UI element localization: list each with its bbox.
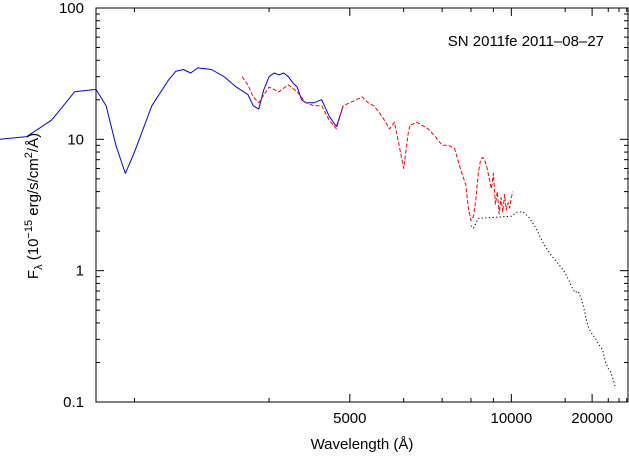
y-axis-title-exp2: 2 xyxy=(23,152,35,158)
minor-ticks xyxy=(96,8,628,402)
y-tick-label: 10 xyxy=(67,131,84,148)
x-tick-label: 10000 xyxy=(490,410,532,427)
series-line-2 xyxy=(470,211,616,388)
y-axis-title-suffix: /Å) xyxy=(25,133,42,152)
chart-annotation: SN 2011fe 2011–08–27 xyxy=(448,33,604,50)
y-axis-title-middle: erg/s/cm xyxy=(25,158,42,220)
x-axis-title: Wavelength (Å) xyxy=(311,436,414,453)
x-tick-label: 20000 xyxy=(571,410,613,427)
y-axis-title-exp: −15 xyxy=(23,220,35,239)
series-layer xyxy=(0,67,616,388)
y-axis-title: Fλ (10−15 erg/s/cm2/Å) xyxy=(23,133,45,279)
tick-labels: 5000 10000 20000 0.1 1 10 100 xyxy=(59,0,613,427)
y-axis-title-base: F xyxy=(25,270,42,279)
major-ticks xyxy=(96,7,628,403)
y-axis-title-prefix: (10 xyxy=(25,239,42,265)
y-axis-title-sub: λ xyxy=(33,264,45,270)
y-tick-label: 100 xyxy=(59,0,84,17)
series-line-0 xyxy=(0,67,344,174)
plot-area-frame xyxy=(95,7,629,403)
y-tick-label: 1 xyxy=(76,263,84,280)
y-tick-label: 0.1 xyxy=(63,394,84,411)
series-line-1 xyxy=(241,76,514,222)
x-tick-label: 5000 xyxy=(333,410,366,427)
